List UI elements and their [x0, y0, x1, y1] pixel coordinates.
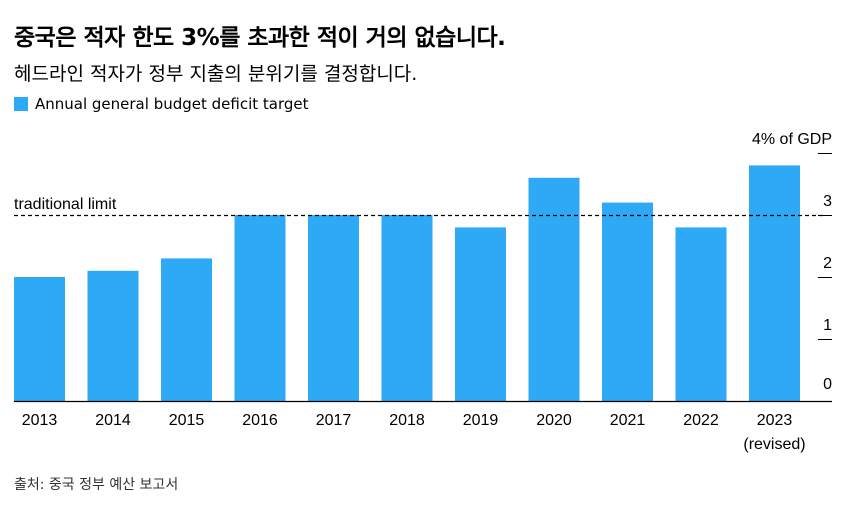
bar-2020 — [528, 177, 580, 401]
chart-title: 중국은 적자 한도 3%를 초과한 적이 거의 없습니다. — [14, 25, 506, 51]
bar-2013 — [14, 277, 65, 401]
y-tick-label-1: 1 — [823, 317, 832, 334]
x-tick-label-2014: 2014 — [95, 412, 131, 429]
legend-swatch — [14, 97, 28, 111]
legend-label: Annual general budget deficit target — [35, 95, 309, 113]
x-tick-label-2016: 2016 — [242, 412, 278, 429]
bar-2022 — [675, 227, 727, 401]
x-tick-label-2021: 2021 — [610, 412, 646, 429]
x-tick-label-2019: 2019 — [463, 412, 499, 429]
legend: Annual general budget deficit target — [14, 95, 309, 113]
x-tick-label-2017: 2017 — [316, 412, 352, 429]
bar-2019 — [455, 227, 506, 401]
chart-subtitle: 헤드라인 적자가 정부 지출의 분위기를 결정합니다. — [14, 63, 418, 85]
x-tick-label-2013: 2013 — [22, 412, 58, 429]
bar-2016 — [234, 215, 286, 401]
x-tick-sublabel-2023: (revised) — [743, 436, 805, 453]
bar-2014 — [87, 270, 139, 401]
y-tick-label-0: 0 — [823, 376, 832, 393]
x-tick-label-2015: 2015 — [169, 412, 205, 429]
x-tick-label-2022: 2022 — [683, 412, 719, 429]
y-tick-label-3: 3 — [823, 193, 832, 210]
bar-2023 — [749, 165, 800, 401]
x-tick-label-2018: 2018 — [389, 412, 425, 429]
y-tick-label-2: 2 — [823, 255, 832, 272]
source-note: 출처: 중국 정부 예산 보고서 — [14, 477, 179, 493]
bar-2015 — [161, 258, 212, 401]
reference-line-label: traditional limit — [14, 196, 117, 213]
y-tick-label-4: 4% of GDP — [752, 131, 832, 148]
x-tick-label-2023: 2023 — [757, 412, 793, 429]
bar-2017 — [308, 215, 359, 401]
x-tick-label-2020: 2020 — [536, 412, 572, 429]
bar-2018 — [381, 215, 433, 401]
bar-2021 — [602, 202, 653, 401]
